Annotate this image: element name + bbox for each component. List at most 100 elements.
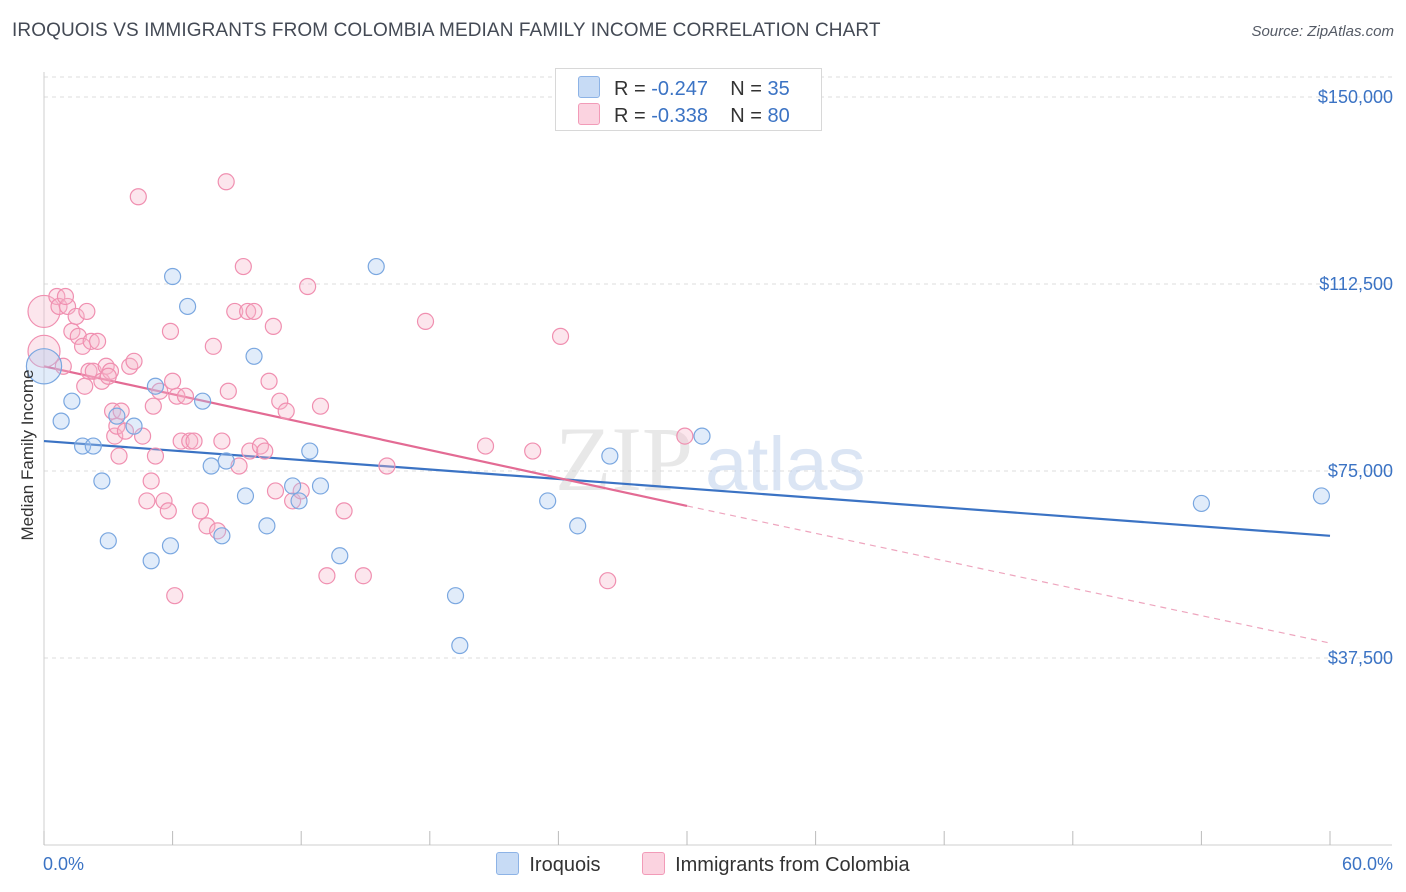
point-iroquois: [25, 348, 63, 385]
point-colombia: [318, 567, 336, 585]
point-iroquois: [236, 487, 255, 505]
point-colombia: [266, 482, 285, 500]
source-label: Source: ZipAtlas.com: [1251, 23, 1394, 40]
n-value-colombia: 80: [767, 105, 790, 127]
point-iroquois: [284, 477, 302, 495]
trend-lines: [43, 365, 1331, 644]
r-label: R =: [614, 78, 646, 100]
point-colombia: [69, 327, 87, 345]
point-colombia: [76, 377, 94, 395]
point-colombia: [476, 437, 495, 455]
point-iroquois: [446, 587, 465, 605]
point-colombia: [335, 502, 353, 520]
point-colombia: [219, 382, 237, 400]
point-colombia: [264, 317, 282, 335]
point-iroquois: [301, 442, 319, 460]
point-iroquois: [451, 636, 469, 655]
point-iroquois: [164, 267, 182, 286]
point-iroquois: [125, 417, 143, 435]
point-colombia: [241, 442, 259, 460]
point-iroquois: [63, 392, 81, 410]
r-value-iroquois: -0.247: [651, 78, 708, 100]
point-iroquois: [331, 547, 349, 565]
point-colombia: [204, 337, 222, 355]
data-points: [25, 173, 1331, 655]
n-value-iroquois: 35: [767, 78, 790, 100]
point-colombia: [67, 307, 85, 326]
point-colombia: [166, 587, 184, 605]
point-iroquois: [146, 377, 165, 395]
point-colombia: [88, 332, 107, 350]
point-iroquois: [194, 392, 212, 410]
x-tick-label-max: 60.0%: [1342, 854, 1393, 874]
point-colombia: [116, 422, 135, 440]
point-colombia: [256, 442, 274, 460]
legend-swatch-iroquois: [496, 852, 520, 875]
point-colombia: [230, 457, 248, 475]
point-colombia: [260, 372, 278, 390]
point-iroquois: [569, 517, 587, 535]
point-iroquois: [539, 492, 557, 510]
trend-line-iroquois: [43, 439, 1331, 537]
point-iroquois: [245, 347, 263, 365]
r-label: R =: [614, 105, 646, 127]
legend-item-iroquois: Iroquois: [496, 852, 601, 877]
point-iroquois: [1312, 487, 1331, 505]
series-legend: Iroquois Immigrants from Colombia: [0, 852, 1406, 877]
point-colombia: [144, 397, 162, 415]
y-tick-label: $75,000: [1328, 461, 1393, 481]
point-colombia: [245, 302, 263, 321]
point-colombia: [176, 387, 195, 405]
n-label: N =: [730, 78, 762, 100]
point-iroquois: [311, 477, 330, 495]
point-iroquois: [258, 517, 276, 535]
point-colombia: [129, 188, 147, 206]
point-iroquois: [142, 552, 160, 570]
point-colombia: [299, 277, 317, 296]
point-iroquois: [179, 297, 197, 316]
point-iroquois: [290, 492, 308, 510]
point-iroquois: [601, 447, 619, 465]
point-colombia: [271, 392, 289, 410]
point-colombia: [185, 432, 203, 450]
legend-row-colombia: R = -0.338 N = 80: [578, 103, 790, 128]
point-colombia: [416, 312, 435, 330]
point-iroquois: [217, 452, 235, 470]
point-colombia: [99, 367, 117, 385]
legend-row-iroquois: R = -0.247 N = 35: [578, 76, 790, 101]
y-tick-label: $150,000: [1318, 87, 1393, 107]
point-colombia: [213, 432, 231, 450]
point-colombia: [78, 302, 96, 321]
point-iroquois: [1192, 494, 1211, 513]
legend-label-colombia: Immigrants from Colombia: [675, 854, 910, 876]
legend-item-colombia: Immigrants from Colombia: [642, 852, 910, 877]
trend-line-colombia: [43, 365, 688, 507]
stats-legend: R = -0.247 N = 35 R = -0.338 N = 80: [555, 68, 822, 131]
y-axis-title: Median Family Income: [18, 369, 37, 540]
point-colombia: [217, 173, 235, 191]
point-iroquois: [161, 537, 180, 555]
r-value-colombia: -0.338: [651, 105, 708, 127]
point-iroquois: [84, 437, 102, 455]
point-iroquois: [108, 407, 126, 425]
point-colombia: [191, 502, 210, 520]
legend-swatch-iroquois: [578, 76, 600, 98]
point-colombia: [378, 457, 396, 475]
point-colombia: [226, 302, 244, 321]
point-colombia: [277, 402, 295, 420]
y-tick-label: $112,500: [1319, 274, 1393, 294]
point-colombia: [27, 334, 61, 368]
point-iroquois: [693, 427, 711, 445]
legend-swatch-colombia: [642, 852, 666, 875]
watermark-atlas: atlas: [705, 422, 866, 507]
point-colombia: [599, 572, 617, 590]
axes: [43, 72, 1392, 846]
point-colombia: [125, 352, 143, 370]
point-colombia: [110, 447, 128, 465]
trend-line-colombia-extrapolated: [686, 505, 1331, 644]
legend-label-iroquois: Iroquois: [529, 854, 601, 876]
y-tick-label: $37,500: [1328, 648, 1393, 668]
point-iroquois: [93, 472, 111, 490]
point-colombia: [164, 372, 182, 390]
point-colombia: [138, 492, 156, 510]
